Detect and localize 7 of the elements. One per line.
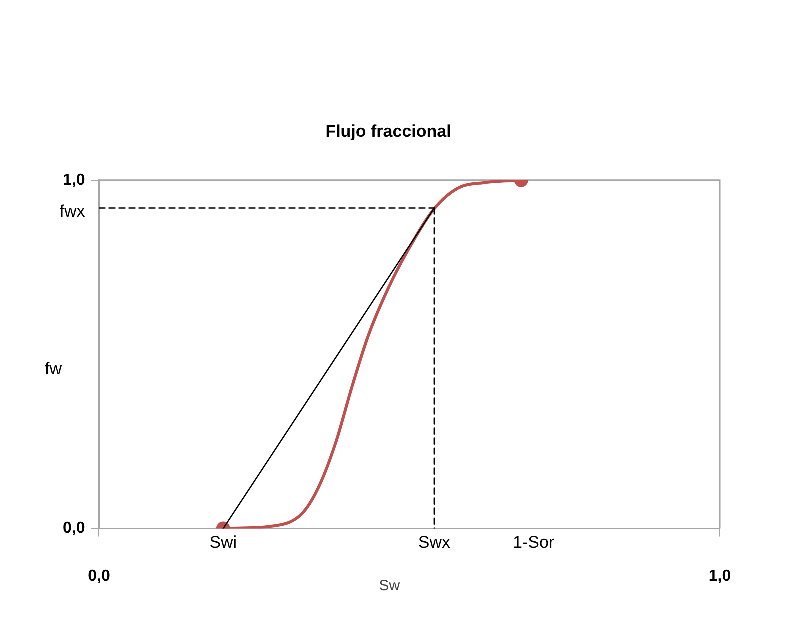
x-axis-title: Sw <box>379 577 400 594</box>
annotation: fwx <box>60 202 86 221</box>
y-axis-title: fw <box>45 359 63 378</box>
annotation: Swx <box>418 532 452 552</box>
annotation: Swi <box>210 532 238 552</box>
chart-title: Flujo fraccional <box>326 122 452 141</box>
text: 1-Sor <box>512 532 555 552</box>
